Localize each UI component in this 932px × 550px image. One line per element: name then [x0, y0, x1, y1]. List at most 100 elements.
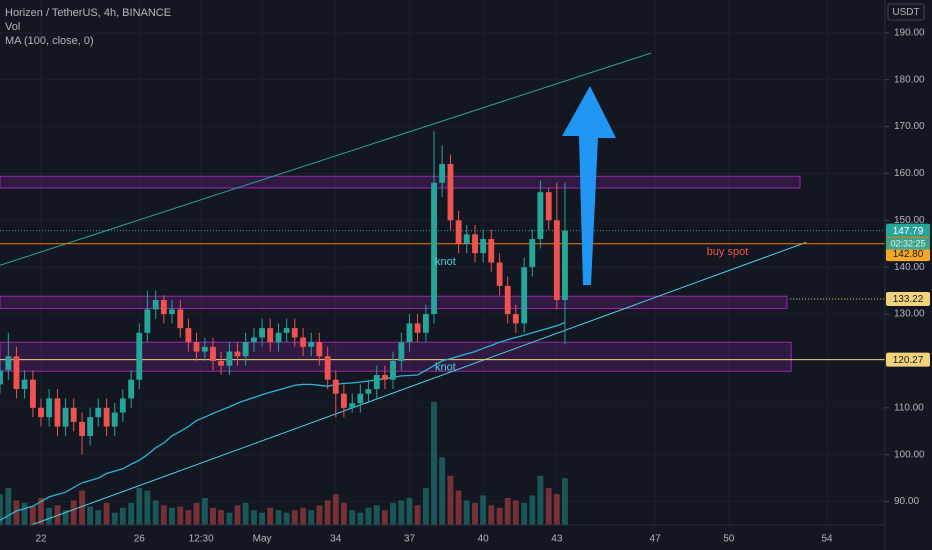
volume-bar: [398, 500, 405, 525]
volume-bar: [439, 457, 446, 525]
volume-bar: [5, 488, 12, 525]
candle-body: [46, 398, 53, 418]
price-label: 142.80: [893, 249, 924, 260]
price-label-box: [886, 352, 930, 367]
trend-line: [0, 52, 652, 266]
candle-body: [340, 393, 347, 408]
candle-body: [79, 421, 85, 436]
volume-bar: [291, 510, 298, 525]
volume-bar: [218, 510, 224, 525]
candle-body: [488, 239, 495, 263]
volume-bar: [422, 488, 429, 525]
arrow: [562, 86, 616, 285]
candle-body: [87, 417, 94, 436]
candle-body: [414, 323, 421, 333]
volume-bar: [512, 500, 519, 525]
x-tick-label: 40: [478, 534, 490, 545]
candle-body: [406, 323, 413, 343]
volume-bar: [111, 512, 118, 525]
volume-bar: [537, 475, 544, 525]
y-tick-label: 110.00: [894, 402, 924, 413]
volume-bar: [488, 505, 495, 525]
annotation: knot: [435, 256, 456, 268]
candle-body: [439, 164, 446, 183]
x-tick-label: 47: [650, 534, 662, 545]
volume-bar: [144, 490, 151, 525]
volume-bar: [365, 507, 372, 525]
candle-body: [136, 332, 143, 380]
candle-body: [210, 346, 216, 361]
candle-body: [152, 300, 159, 310]
price-label: 147.79: [893, 226, 924, 237]
volume-bar: [152, 500, 159, 525]
candle-body: [463, 234, 470, 244]
volume-bar: [193, 502, 200, 525]
volume-bar: [29, 506, 36, 525]
up-arrow: [562, 86, 616, 285]
volume-bar: [463, 500, 470, 525]
volume-bar: [242, 502, 249, 525]
candle-body: [119, 398, 126, 413]
chart-title: Horizen / TetherUS, 4h, BINANCE: [5, 7, 171, 19]
volume-bar: [226, 512, 233, 525]
y-tick-label: 140.00: [894, 262, 925, 273]
candle-body: [283, 328, 290, 333]
candle-body: [275, 332, 282, 343]
volume-bar: [521, 502, 528, 525]
price-label: 133.22: [893, 294, 924, 305]
y-tick-label: 100.00: [894, 449, 925, 460]
candle-body: [545, 192, 552, 221]
candle-body: [357, 393, 364, 404]
volume-bar: [381, 510, 388, 525]
candle-body: [390, 360, 396, 380]
candle-body: [169, 309, 175, 315]
volume-bar: [87, 506, 94, 525]
y-tick-label: 150.00: [894, 215, 925, 226]
candle-body: [251, 337, 257, 343]
axis-unit: USDT: [892, 7, 919, 18]
volume-bar: [390, 502, 396, 525]
volume-bar: [201, 497, 208, 525]
candle-body: [365, 389, 372, 394]
volume-bar: [46, 507, 53, 525]
countdown-box: [886, 237, 930, 250]
candle-body: [553, 220, 560, 300]
price-label: 120.27: [893, 355, 924, 366]
volume-bar: [373, 505, 380, 525]
x-tick-label: May: [253, 534, 272, 545]
candle-body: [431, 182, 437, 315]
candle-body: [242, 342, 249, 357]
candle-body: [537, 192, 544, 240]
volume-bar: [79, 490, 85, 525]
volume-bar: [472, 502, 478, 525]
candle-body: [349, 403, 356, 408]
volume-bar: [38, 497, 44, 525]
candle-body: [308, 342, 315, 347]
volume-bar: [267, 507, 274, 525]
candle-body: [54, 398, 61, 427]
trend-line: [29, 241, 807, 526]
volume-bar: [70, 500, 77, 525]
volume-bar: [185, 510, 192, 525]
y-tick-label: 160.00: [894, 168, 925, 179]
candle-body: [185, 328, 192, 343]
volume-bar: [0, 494, 3, 525]
volume-bar: [103, 502, 110, 525]
volume-bar: [308, 510, 315, 525]
x-tick-label: 22: [35, 534, 47, 545]
x-tick-label: 50: [723, 534, 735, 545]
candle-body: [529, 239, 536, 268]
y-tick-label: 190.00: [894, 27, 925, 38]
volume-bar: [62, 510, 69, 525]
volume-bar: [259, 512, 266, 525]
x-tick-label: 43: [551, 534, 563, 545]
unit-box: [887, 3, 925, 21]
candle-body: [160, 300, 167, 315]
candle-body: [512, 314, 519, 324]
candle-body: [496, 262, 503, 286]
candle-body: [472, 234, 478, 254]
volume-bar: [480, 495, 487, 525]
candle-body: [504, 285, 511, 315]
candle-body: [111, 412, 118, 427]
